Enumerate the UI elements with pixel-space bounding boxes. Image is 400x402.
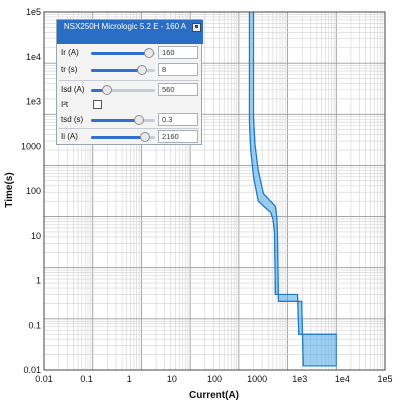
ir-slider-thumb[interactable] (143, 48, 154, 58)
x-tick-label: 1e4 (335, 374, 350, 384)
ii-row: Ii (A) 2160 (57, 129, 203, 145)
tsd-slider-thumb[interactable] (134, 115, 144, 125)
ii-value-field[interactable]: 2160 (158, 130, 198, 143)
x-tick-label: 1e5 (377, 374, 392, 384)
isd-slider[interactable] (91, 85, 155, 95)
x-tick-label: 100 (207, 374, 222, 384)
ii-slider-thumb[interactable] (140, 132, 151, 142)
ii-label: Ii (A) (61, 132, 78, 141)
ir-label: Ir (A) (61, 48, 79, 57)
x-axis-label: Current(A) (189, 390, 239, 401)
y-tick-labels: 0.01 0.1 1 10 100 1000 1e3 1e4 1e5 (21, 7, 41, 375)
ir-value-field[interactable]: 160 (158, 46, 198, 59)
tr-slider-thumb[interactable] (137, 65, 148, 75)
tr-slider[interactable] (91, 65, 155, 75)
tsd-value-field[interactable]: 0.3 (158, 113, 198, 126)
ii-slider[interactable] (91, 132, 155, 142)
plot-frame (43, 11, 386, 371)
x-tick-label: 0.1 (80, 374, 93, 384)
panel-title: NSX250H Micrologic 5.2 E - 160 A (57, 20, 203, 44)
x-tick-label: 1 (127, 374, 132, 384)
y-tick-label: 1000 (21, 141, 41, 151)
y-tick-label: 1e3 (26, 97, 41, 107)
chart-axes (43, 11, 386, 371)
i2t-label: I²t (61, 100, 69, 109)
separator (59, 128, 199, 129)
y-tick-label: 1e5 (26, 7, 41, 17)
tsd-label: tsd (s) (61, 115, 84, 124)
tr-value-field[interactable]: 8 (158, 63, 198, 76)
i2t-row: I²t (57, 97, 203, 113)
tr-label: tr (s) (61, 65, 78, 74)
x-tick-label: 1000 (247, 374, 267, 384)
isd-label: Isd (A) (61, 85, 85, 94)
isd-slider-thumb[interactable] (102, 85, 112, 95)
y-tick-label: 10 (31, 231, 41, 241)
tr-row: tr (s) 8 (57, 62, 203, 78)
panel-title-text: NSX250H Micrologic 5.2 E - 160 A (63, 22, 187, 31)
i2t-checkbox[interactable] (93, 100, 102, 109)
y-tick-label: 1e4 (26, 52, 41, 62)
trip-curve-max-line (252, 12, 337, 367)
x-tick-label: 1e3 (292, 374, 307, 384)
separator (59, 80, 199, 81)
y-tick-label: 0.1 (28, 320, 41, 330)
tsd-slider[interactable] (91, 115, 155, 125)
y-tick-label: 100 (26, 186, 41, 196)
floppy-disk-icon[interactable] (192, 23, 201, 32)
trip-curve-band (248, 11, 337, 367)
isd-row: Isd (A) 560 (57, 82, 203, 98)
tsd-row: tsd (s) 0.3 (57, 112, 203, 128)
x-tick-labels: 0.01 0.1 1 10 100 1000 1e3 1e4 1e5 (35, 374, 392, 384)
isd-value-field[interactable]: 560 (158, 83, 198, 96)
y-tick-label: 0.01 (23, 365, 41, 375)
ir-row: Ir (A) 160 (57, 45, 203, 61)
y-tick-label: 1 (36, 276, 41, 286)
y-axis-label: Time(s) (4, 172, 15, 207)
x-tick-label: 10 (167, 374, 177, 384)
x-tick-label: 0.01 (35, 374, 53, 384)
ir-slider[interactable] (91, 48, 155, 58)
settings-panel: NSX250H Micrologic 5.2 E - 160 A Ir (A) … (56, 19, 203, 145)
